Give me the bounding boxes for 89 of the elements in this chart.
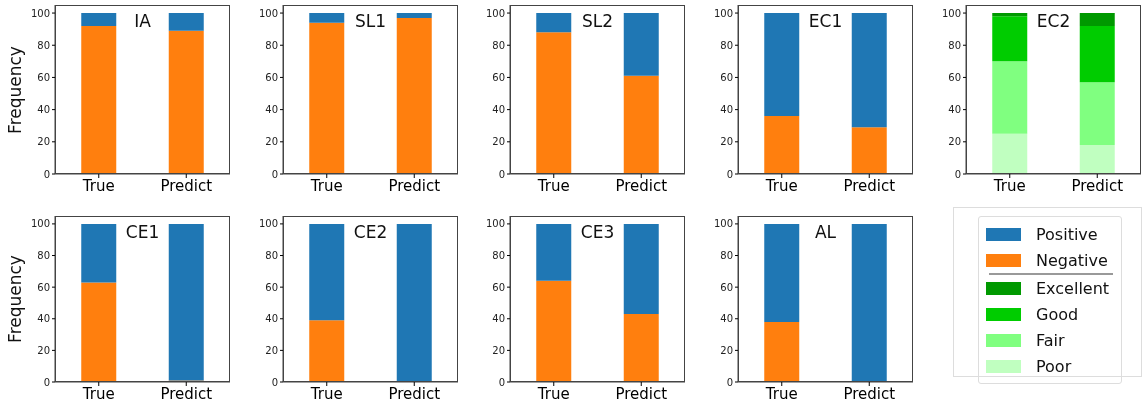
y-tick-label: 100 xyxy=(258,218,278,230)
y-tick-label: 80 xyxy=(37,39,50,51)
legend-label: Fair xyxy=(1036,330,1065,350)
x-tick-label: True xyxy=(764,384,798,403)
y-tick-label: 60 xyxy=(37,281,50,293)
x-tick-label: True xyxy=(309,176,343,195)
x-tick-label: True xyxy=(536,384,570,403)
y-tick-label: 0 xyxy=(726,376,733,388)
y-tick-label: 80 xyxy=(720,250,733,262)
chart-title: AL xyxy=(813,222,838,242)
x-tick-label: Predict xyxy=(160,176,213,195)
y-tick-label: 60 xyxy=(720,71,733,83)
y-tick-label: 20 xyxy=(265,136,278,148)
x-tick-label: Predict xyxy=(160,384,213,403)
legend-label: Excellent xyxy=(1036,278,1110,298)
y-tick-label: 100 xyxy=(941,7,961,19)
y-tick-label: 100 xyxy=(30,218,50,230)
y-tick-label: 60 xyxy=(492,281,505,293)
x-tick-label: Predict xyxy=(388,384,441,403)
y-tick-label: 20 xyxy=(37,344,50,356)
chart-title: EC2 xyxy=(1035,11,1072,31)
x-tick-label: Predict xyxy=(615,384,668,403)
y-axis-title: Frequency xyxy=(5,45,26,134)
x-tick-label: True xyxy=(536,176,570,195)
y-tick-label: 60 xyxy=(948,71,961,83)
y-tick-label: 0 xyxy=(43,376,50,388)
y-tick-label: 100 xyxy=(485,7,505,19)
chart-title: IA xyxy=(133,11,152,31)
y-tick-label: 100 xyxy=(30,7,50,19)
y-tick-label: 40 xyxy=(265,104,278,116)
y-tick-label: 20 xyxy=(265,344,278,356)
y-tick-label: 80 xyxy=(265,39,278,51)
y-tick-label: 20 xyxy=(492,136,505,148)
x-tick-label: Predict xyxy=(615,176,668,195)
y-tick-label: 60 xyxy=(37,71,50,83)
y-tick-label: 80 xyxy=(492,39,505,51)
legend-label: Poor xyxy=(1036,356,1072,376)
legend-label: Positive xyxy=(1036,224,1098,244)
chart-title: CE1 xyxy=(124,222,161,242)
y-tick-label: 60 xyxy=(265,71,278,83)
y-tick-label: 100 xyxy=(258,7,278,19)
chart-title: CE2 xyxy=(352,222,389,242)
legend-label: Good xyxy=(1036,304,1079,324)
y-tick-label: 0 xyxy=(954,168,961,180)
y-tick-label: 60 xyxy=(720,281,733,293)
x-tick-label: True xyxy=(81,384,115,403)
y-tick-label: 40 xyxy=(265,313,278,325)
y-tick-label: 80 xyxy=(948,39,961,51)
legend-label: Negative xyxy=(1036,250,1108,270)
y-tick-label: 40 xyxy=(492,104,505,116)
y-tick-label: 40 xyxy=(720,313,733,325)
y-tick-label: 60 xyxy=(492,71,505,83)
y-tick-label: 100 xyxy=(485,218,505,230)
chart-title: SL1 xyxy=(353,11,388,31)
chart-title: EC1 xyxy=(807,11,844,31)
y-tick-label: 80 xyxy=(37,250,50,262)
y-tick-label: 0 xyxy=(498,376,505,388)
chart-title: CE3 xyxy=(579,222,616,242)
x-tick-label: Predict xyxy=(1071,176,1124,195)
y-tick-label: 100 xyxy=(713,7,733,19)
y-tick-label: 0 xyxy=(726,168,733,180)
y-tick-label: 20 xyxy=(720,136,733,148)
y-tick-label: 0 xyxy=(271,376,278,388)
y-tick-label: 20 xyxy=(37,136,50,148)
x-tick-label: True xyxy=(309,384,343,403)
y-tick-label: 80 xyxy=(265,250,278,262)
y-tick-label: 0 xyxy=(271,168,278,180)
y-tick-label: 60 xyxy=(265,281,278,293)
chart-title: SL2 xyxy=(580,11,615,31)
y-tick-label: 20 xyxy=(492,344,505,356)
y-tick-label: 40 xyxy=(37,313,50,325)
y-tick-label: 0 xyxy=(498,168,505,180)
y-tick-label: 0 xyxy=(43,168,50,180)
x-tick-label: True xyxy=(81,176,115,195)
y-tick-label: 20 xyxy=(720,344,733,356)
x-tick-label: Predict xyxy=(843,384,896,403)
y-axis-title: Frequency xyxy=(5,255,26,343)
x-tick-label: Predict xyxy=(388,176,441,195)
y-tick-label: 80 xyxy=(492,250,505,262)
y-tick-label: 80 xyxy=(720,39,733,51)
y-tick-label: 40 xyxy=(37,104,50,116)
y-tick-label: 40 xyxy=(492,313,505,325)
y-tick-label: 40 xyxy=(948,104,961,116)
y-tick-label: 20 xyxy=(948,136,961,148)
y-tick-label: 100 xyxy=(713,218,733,230)
x-tick-label: True xyxy=(992,176,1026,195)
y-tick-label: 40 xyxy=(720,104,733,116)
x-tick-label: Predict xyxy=(843,176,896,195)
x-tick-label: True xyxy=(764,176,798,195)
